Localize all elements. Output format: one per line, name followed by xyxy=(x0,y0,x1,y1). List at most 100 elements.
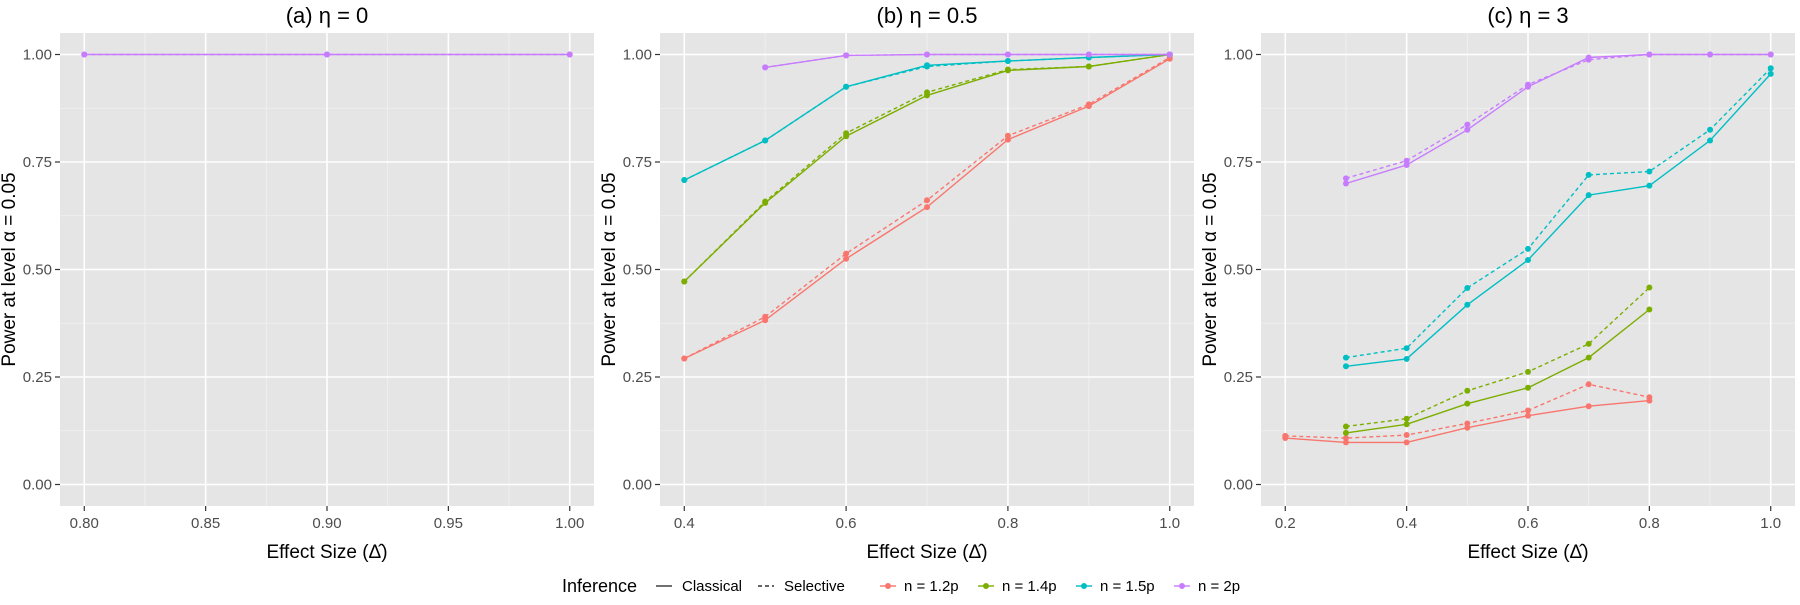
data-point xyxy=(1004,51,1011,58)
series-n-1-4p-selective xyxy=(1342,284,1653,430)
x-tick-label: 0.80 xyxy=(70,515,99,532)
data-point xyxy=(1464,126,1471,133)
data-point xyxy=(1525,245,1531,252)
x-tick-label: 0.8 xyxy=(997,515,1018,532)
data-point xyxy=(681,355,688,362)
series-line xyxy=(1345,67,1772,359)
data-point xyxy=(681,177,688,184)
data-point xyxy=(1085,51,1092,58)
data-point xyxy=(81,51,88,58)
data-point xyxy=(1646,284,1653,291)
y-tick-label: 0.00 xyxy=(623,477,652,494)
data-point xyxy=(1646,51,1653,58)
y-tick-label: 0.00 xyxy=(1224,477,1253,494)
data-point xyxy=(1464,301,1471,308)
data-point xyxy=(924,204,930,211)
data-point xyxy=(1525,412,1531,419)
series-n-1-2p-selective xyxy=(681,54,1173,362)
legend-label-classical: Classical xyxy=(682,578,742,595)
data-point xyxy=(1464,420,1471,427)
series-n-1-5p-selective xyxy=(1342,65,1774,361)
series-line xyxy=(765,53,1170,69)
panel-title: (a) η = 0 xyxy=(286,3,369,28)
y-tick-label: 0.25 xyxy=(1224,369,1253,386)
x-axis-title: Effect Size (Δ̂) xyxy=(266,542,387,563)
series-n-2p-selective xyxy=(1342,51,1774,182)
data-point xyxy=(1464,284,1471,291)
x-tick-label: 0.4 xyxy=(1396,515,1417,532)
data-point xyxy=(843,255,850,262)
series-n-1-5p-classical xyxy=(1342,70,1774,370)
data-point xyxy=(1767,65,1774,72)
data-point xyxy=(1585,381,1592,388)
data-point xyxy=(1585,192,1592,199)
legend-title: Inference xyxy=(562,576,637,596)
data-point xyxy=(1767,70,1774,77)
data-point xyxy=(1403,439,1410,446)
series-line xyxy=(1345,308,1650,434)
data-point xyxy=(924,63,930,70)
data-point xyxy=(1464,424,1471,431)
legend-key-point xyxy=(885,583,891,589)
data-point xyxy=(1004,57,1011,64)
x-axis-title: Effect Size (Δ̂) xyxy=(1467,542,1588,563)
data-point xyxy=(1525,407,1531,414)
y-tick-label: 0.75 xyxy=(623,154,652,171)
panel-title: (c) η = 3 xyxy=(1487,3,1568,28)
data-point xyxy=(324,51,330,58)
series-n-1-2p-selective xyxy=(1282,381,1653,442)
series-n-1-4p-classical xyxy=(1342,306,1653,436)
legend-label-group: n = 1.2p xyxy=(904,578,959,595)
x-axis-title: Effect Size (Δ̂) xyxy=(866,542,987,563)
data-point xyxy=(1585,56,1592,63)
data-point xyxy=(1585,403,1592,410)
data-point xyxy=(1646,306,1653,313)
data-point xyxy=(1464,121,1471,128)
y-tick-label: 0.50 xyxy=(623,262,652,279)
x-tick-label: 0.85 xyxy=(191,515,220,532)
data-point xyxy=(1004,66,1011,73)
series-n-2p-selective xyxy=(762,51,1173,71)
data-point xyxy=(1646,168,1653,175)
x-tick-label: 0.2 xyxy=(1275,515,1296,532)
data-point xyxy=(1646,182,1653,189)
y-axis-title: Power at level α = 0.05 xyxy=(0,172,20,366)
data-point xyxy=(1585,340,1592,347)
legend-label-group: n = 1.4p xyxy=(1002,578,1057,595)
panel-2: 0.00 0.25 0.50 0.75 1.00 0.4 0.6 0.8 1.0 (b) η = … xyxy=(599,3,1194,563)
data-point xyxy=(1707,51,1714,58)
legend-key-point xyxy=(1179,583,1185,589)
data-point xyxy=(566,51,573,58)
data-point xyxy=(1525,384,1531,391)
y-tick-label: 0.50 xyxy=(23,262,52,279)
data-point xyxy=(1342,429,1349,436)
y-tick-label: 0.00 xyxy=(23,477,52,494)
x-tick-label: 1.0 xyxy=(1760,515,1781,532)
x-tick-label: 0.6 xyxy=(836,515,857,532)
data-point xyxy=(1342,363,1349,370)
data-point xyxy=(924,51,930,58)
data-point xyxy=(1403,162,1410,169)
data-point xyxy=(1403,345,1410,352)
data-point xyxy=(924,197,930,204)
data-point xyxy=(1585,354,1592,361)
legend-label-group: n = 1.5p xyxy=(1100,578,1155,595)
data-point xyxy=(1342,439,1349,446)
data-point xyxy=(1403,157,1410,164)
x-tick-label: 1.00 xyxy=(555,515,584,532)
x-tick-label: 0.90 xyxy=(312,515,341,532)
series-n-2p-selective xyxy=(81,51,573,58)
y-tick-label: 0.75 xyxy=(23,154,52,171)
y-tick-label: 0.75 xyxy=(1224,154,1253,171)
y-tick-label: 1.00 xyxy=(23,47,52,64)
data-point xyxy=(1525,368,1531,375)
x-tick-label: 0.8 xyxy=(1639,515,1660,532)
data-point xyxy=(843,250,850,257)
data-point xyxy=(1525,257,1531,264)
data-point xyxy=(1282,432,1289,439)
y-tick-label: 0.25 xyxy=(623,369,652,386)
series-n-1-2p-classical xyxy=(1282,397,1653,446)
y-tick-label: 1.00 xyxy=(1224,47,1253,64)
data-point xyxy=(1403,421,1410,428)
